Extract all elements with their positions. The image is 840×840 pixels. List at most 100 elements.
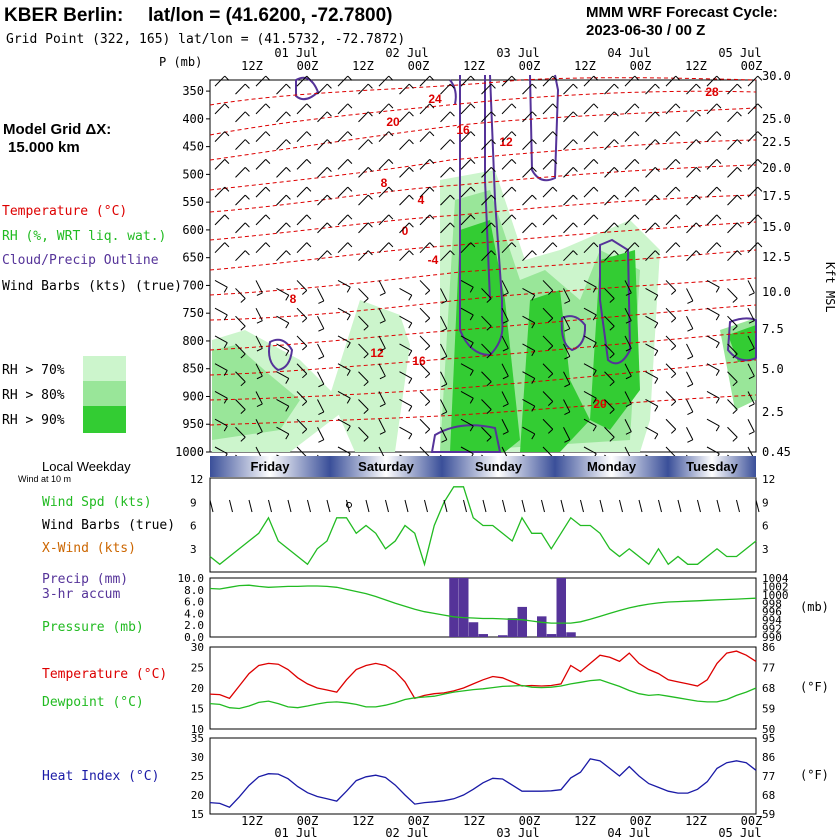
wind-barb-flag: [675, 186, 681, 192]
wind-barb-shaft: [481, 194, 492, 206]
wind-barb-shaft: [747, 131, 759, 142]
wind-barb-flag: [670, 317, 677, 323]
dewpoint-line: [209, 679, 757, 710]
wind-barb-flag: [470, 242, 476, 248]
wind-barb-flag: [285, 350, 290, 357]
precip-ytick: 4.0: [184, 607, 204, 620]
wind-barb-flag: [408, 111, 414, 117]
wind-barb-shaft: [645, 315, 659, 324]
heat-y2tick: 77: [762, 770, 775, 783]
wind-barb-flag: [715, 342, 720, 349]
wind-barb-shaft: [481, 222, 492, 234]
wind-barb-shaft: [706, 158, 718, 170]
wind-barb-flag: [593, 75, 599, 81]
wind-barb-shaft: [296, 446, 308, 458]
wind-barb-flag: [388, 186, 394, 192]
dewpoint-label: Dewpoint (°C): [42, 695, 144, 710]
heat-ytick: 20: [191, 789, 204, 802]
wind-barb-flag: [695, 83, 701, 89]
isotherm: [209, 90, 757, 136]
precip-bar: [468, 622, 479, 637]
weekday-cell: [668, 456, 756, 477]
wind-barb-shaft: [419, 391, 431, 402]
wind-barb-shaft: [419, 307, 431, 319]
wind-barb-shaft: [542, 280, 554, 291]
temp-frame: [209, 646, 757, 730]
wind-barb-flag: [244, 139, 250, 145]
wind-barb-shaft: [317, 111, 328, 123]
wind-barb-flag: [716, 103, 722, 109]
wind-barb-flag: [449, 222, 455, 228]
temp-ytick: 25: [191, 662, 204, 675]
wind-barb-shaft: [214, 391, 228, 399]
wind-barb-shaft: [255, 280, 263, 294]
wind-barb-shaft: [604, 399, 615, 410]
wind-barb-shaft: [481, 288, 492, 299]
wind-barb-flag: [256, 347, 263, 352]
legend-cloud: Cloud/Precip Outline: [2, 253, 159, 268]
wind-barb-flag: [490, 111, 496, 117]
grid-dx-title: Model Grid ΔX:: [3, 121, 111, 138]
wind-barb-shaft: [214, 307, 228, 316]
wind-barb-flag: [347, 186, 353, 192]
wind-barb-shaft: [255, 158, 267, 170]
bottom-time-label: 00Z: [741, 814, 763, 828]
wind-barb-shaft: [460, 446, 474, 455]
bottom-date-label: 01 Jul: [274, 826, 317, 840]
wind-barb-flag: [613, 194, 619, 200]
pressure-tick: 650: [182, 251, 204, 265]
wind-barb-shaft: [460, 335, 474, 344]
surface-wind-barb: [287, 499, 292, 513]
wind-barb-shaft: [214, 186, 226, 198]
cloud-outline: [599, 238, 632, 365]
wind-barb-flag: [379, 431, 386, 435]
wind-barb-flag: [224, 131, 230, 137]
wind-barb-flag: [531, 350, 536, 357]
wind-barb-shaft: [542, 214, 554, 226]
wind-barb-flag: [265, 103, 271, 109]
rh70-label: RH > 70%: [2, 363, 65, 378]
wind-barb-shaft: [481, 426, 492, 438]
wind-barb-shaft: [481, 111, 492, 123]
wind-barb-shaft: [235, 315, 246, 327]
wind-barb-shaft: [747, 363, 755, 377]
surface-wind-barb: [736, 499, 740, 513]
wind-barb-flag: [547, 373, 554, 379]
wind-barb-shaft: [296, 363, 308, 375]
wind-barb-shaft: [604, 222, 615, 234]
surface-wind-barb: [209, 499, 214, 513]
wind-barb-shaft: [358, 399, 369, 410]
kft-tick: 10.0: [762, 285, 791, 299]
surface-wind-barb: [677, 499, 682, 513]
pressure-tick: 550: [182, 195, 204, 209]
wind-barb-flag: [424, 428, 431, 434]
wind-barb-shaft: [440, 288, 448, 302]
wind-barb-shaft: [624, 280, 632, 294]
wind-barb-shaft: [378, 214, 390, 226]
wind-barb-flag: [408, 350, 413, 357]
wind-barb-flag: [736, 250, 742, 256]
wind-barb-shaft: [419, 214, 431, 226]
wind-barb-shaft: [665, 335, 677, 347]
kft-tick: 30.0: [762, 69, 791, 83]
wind-barb-shaft: [604, 83, 615, 95]
wind-barb-shaft: [419, 335, 431, 347]
wind-barb-shaft: [235, 371, 246, 383]
wind-barb-flag: [346, 286, 351, 293]
kft-tick: 5.0: [762, 362, 784, 376]
bottom-time-label: 00Z: [630, 814, 652, 828]
wind-barb-flag: [654, 322, 659, 329]
wind-barb-flag: [490, 194, 496, 200]
wind-barb-shaft: [296, 75, 308, 87]
wind-barb-flag: [301, 373, 308, 379]
wind-barb-shaft: [686, 315, 694, 329]
wind-barb-flag: [531, 139, 537, 145]
wind-barb-shaft: [419, 103, 431, 115]
wind-barb-shaft: [665, 446, 677, 458]
wind-barb-flag: [363, 325, 369, 331]
wind-barb-flag: [301, 290, 308, 295]
wind-barb-shaft: [686, 222, 697, 234]
wind-barb-flag: [531, 166, 537, 172]
wind-barb-flag: [654, 139, 660, 145]
bottom-time-label: 00Z: [519, 814, 541, 828]
